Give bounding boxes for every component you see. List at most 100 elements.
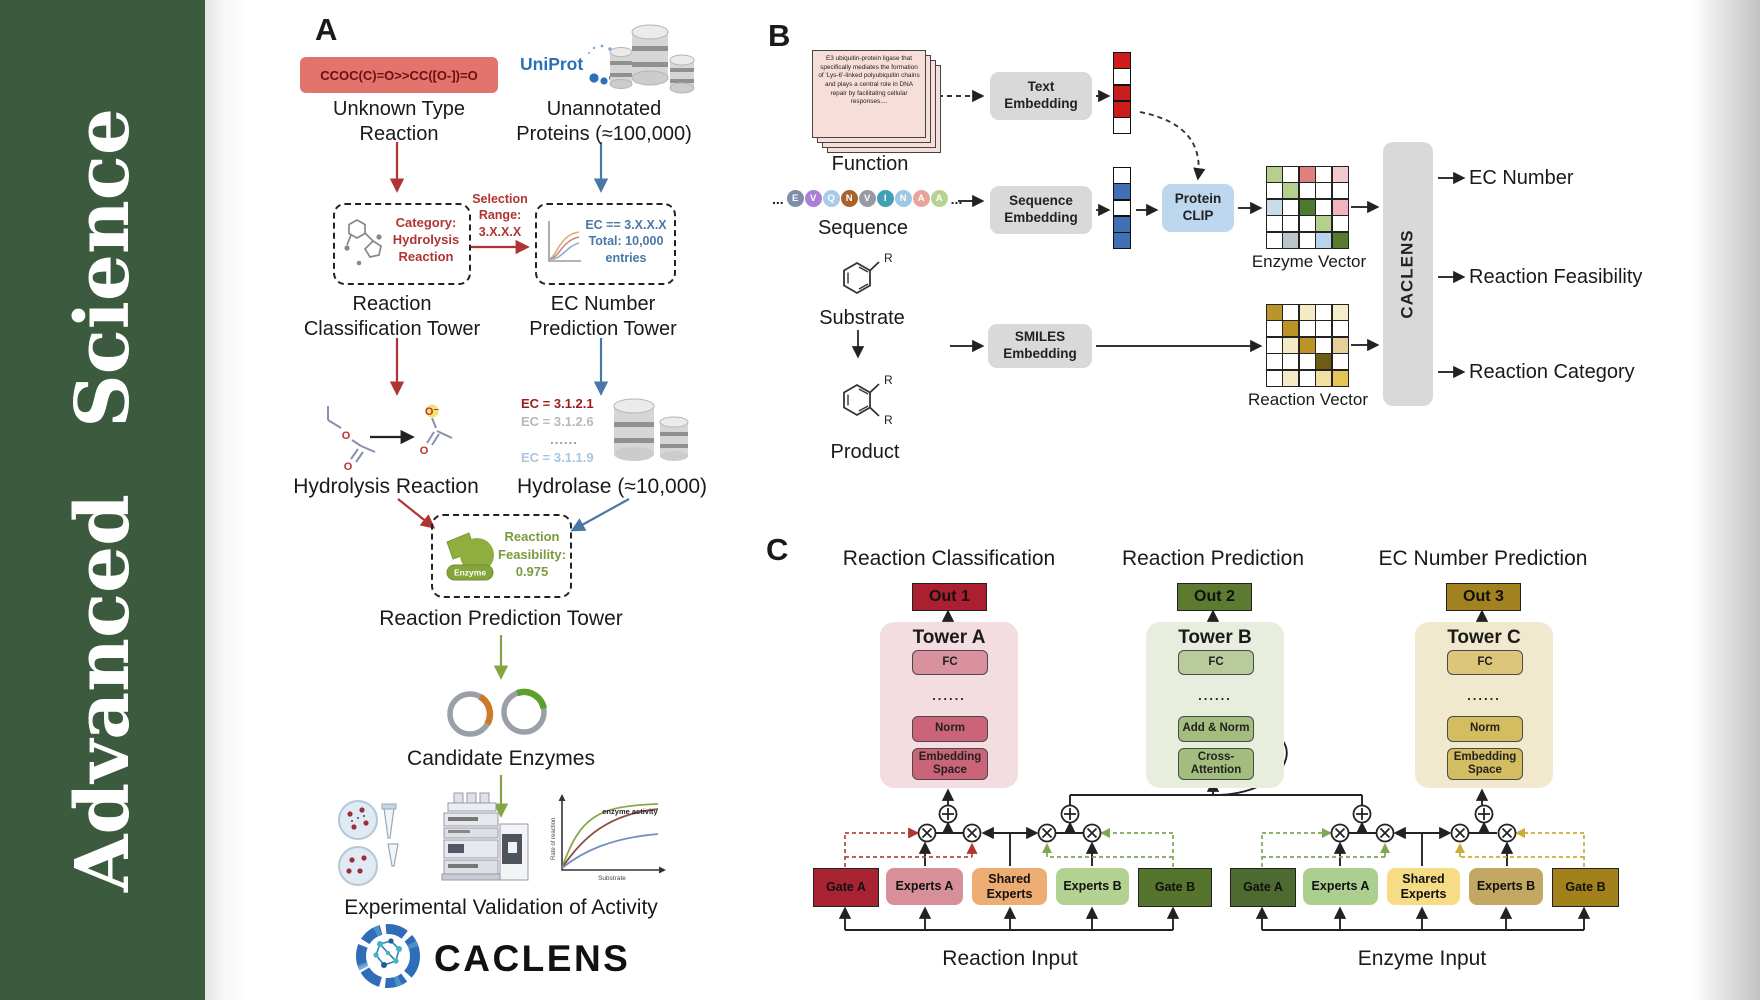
- selection-range-label: Selection Range: 3.X.X.X: [472, 192, 528, 239]
- caclens-wordmark: CACLENS: [434, 938, 631, 979]
- grid-cell: [1283, 354, 1299, 370]
- ellipsis: ...: [772, 190, 784, 207]
- feasibility-score-label: Reaction Feasibility: 0.975: [498, 529, 566, 580]
- grid-cell: [1332, 232, 1348, 248]
- database-icon: [613, 398, 689, 461]
- grid-cell: [1267, 183, 1282, 199]
- residue-bead: N: [840, 190, 858, 207]
- vector-cell: [1114, 184, 1130, 200]
- vector-cell: [1114, 101, 1130, 117]
- grid-cell: [1283, 337, 1299, 353]
- grid-cell: [1332, 337, 1348, 353]
- reaction-smiles-box: CCOC(C)=O>>CC([O-])=O: [300, 57, 498, 93]
- product-molecule: R R: [843, 373, 893, 427]
- reaction-vector-label: Reaction Vector: [1247, 390, 1368, 409]
- product-label: Product: [830, 441, 900, 463]
- grid-cell: [1316, 337, 1332, 353]
- tower-c-dots: ......: [1467, 688, 1501, 703]
- sequence-embedding-vector: [1113, 167, 1131, 249]
- page-right-edge: [1692, 0, 1760, 1000]
- residue-bead: Q: [822, 190, 840, 207]
- smiles-embedding-box: SMILES Embedding: [988, 324, 1092, 368]
- caclens-logo-icon: [356, 924, 420, 988]
- sequence-label: Sequence: [817, 217, 909, 239]
- tower-b-fc: FC: [1178, 650, 1254, 675]
- grid-cell: [1283, 199, 1299, 215]
- grid-cell: [1299, 337, 1315, 353]
- grid-cell: [1267, 199, 1282, 215]
- function-description-text: E3 ubiquitin-protein ligase that specifi…: [818, 55, 920, 106]
- tower-a-norm: Norm: [912, 716, 988, 742]
- unknown-reaction-label: Unknown Type Reaction: [333, 98, 465, 145]
- output-ec-number: EC Number: [1469, 167, 1574, 189]
- caclens-model-label: CACLENS: [1398, 229, 1418, 319]
- grid-cell: [1316, 183, 1332, 199]
- tower-b-name: Tower B: [1178, 627, 1252, 648]
- vector-cell: [1114, 168, 1130, 183]
- enzyme-blob-icon: Enzyme: [446, 532, 494, 581]
- function-pages-stack: E3 ubiquitin-protein ligase that specifi…: [812, 50, 944, 154]
- ec-item: EC = 3.1.2.1: [521, 396, 594, 411]
- grid-cell: [1316, 305, 1332, 320]
- grid-cell: [1283, 232, 1299, 248]
- reaction-gate-a: Gate A: [813, 868, 879, 907]
- ec-item: EC = 3.1.2.6: [521, 414, 594, 429]
- ec-item: ......: [550, 432, 578, 447]
- grid-cell: [1316, 370, 1332, 386]
- title-reaction-prediction: Reaction Prediction: [1121, 547, 1305, 570]
- grid-cell: [1316, 199, 1332, 215]
- residue-bead: N: [894, 190, 912, 207]
- vector-cell: [1114, 53, 1130, 68]
- grid-cell: [1299, 232, 1315, 248]
- category-hydrolysis-label: Category: Hydrolysis Reaction: [392, 215, 460, 264]
- enzyme-activity-plot: enzyme activity Rate of reaction Substra…: [551, 794, 666, 882]
- out-3-box: Out 3: [1446, 583, 1521, 611]
- grid-cell: [1267, 370, 1282, 386]
- enzyme-input-label: Enzyme Input: [1357, 947, 1487, 970]
- operator-nodes: [917, 804, 1517, 843]
- svg-text:Substrate: Substrate: [598, 875, 626, 882]
- candidate-enzymes-label: Candidate Enzymes: [407, 747, 595, 770]
- tower-b: Tower B FC ...... Add & Norm Cross- Atte…: [1146, 622, 1284, 788]
- enzyme-experts-b: Experts B: [1469, 868, 1543, 905]
- title-ec-number-prediction: EC Number Prediction: [1378, 547, 1588, 570]
- svg-text:R: R: [884, 373, 893, 387]
- enzyme-vector-grid: [1266, 166, 1349, 249]
- svg-text:R: R: [884, 413, 893, 427]
- ec-number-list: EC = 3.1.2.1 EC = 3.1.2.6 ...... EC = 3.…: [521, 397, 607, 464]
- grid-cell: [1267, 337, 1282, 353]
- svg-text:O: O: [342, 430, 351, 442]
- reaction-feasibility-dashed-box: Enzyme Reaction Feasibility: 0.975: [431, 514, 572, 598]
- grid-cell: [1299, 354, 1315, 370]
- petri-dish-icons: [338, 800, 399, 886]
- grid-cell: [1283, 216, 1299, 232]
- text-embedding-box: Text Embedding: [990, 72, 1092, 120]
- unannotated-proteins-label: Unannotated Proteins (≈100,000): [516, 98, 692, 145]
- reaction-vector-grid: [1266, 304, 1349, 387]
- svg-text:R: R: [884, 251, 893, 265]
- residue-bead: I: [876, 190, 894, 207]
- grid-cell: [1316, 232, 1332, 248]
- vector-cell: [1114, 216, 1130, 232]
- grid-cell: [1267, 321, 1282, 337]
- grid-cell: [1283, 321, 1299, 337]
- title-reaction-classification: Reaction Classification: [842, 547, 1056, 570]
- grid-cell: [1267, 167, 1282, 182]
- grid-cell: [1316, 321, 1332, 337]
- substrate-molecule: R: [843, 251, 893, 295]
- grid-cell: [1283, 167, 1299, 182]
- panel-a-label: A: [315, 12, 338, 47]
- hplc-instrument-icon: [441, 792, 529, 881]
- vector-cell: [1114, 200, 1130, 216]
- substrate-label: Substrate: [819, 307, 905, 329]
- hydrolase-label: Hydrolase (≈10,000): [516, 475, 708, 498]
- plasmid-icons: [447, 688, 547, 737]
- grid-cell: [1332, 199, 1348, 215]
- enzyme-gate-b: Gate B: [1552, 868, 1619, 907]
- grid-cell: [1283, 305, 1299, 320]
- ec-tower-label: EC Number Prediction Tower: [529, 293, 677, 340]
- output-reaction-category: Reaction Category: [1469, 361, 1635, 383]
- grid-cell: [1316, 216, 1332, 232]
- grid-cell: [1299, 305, 1315, 320]
